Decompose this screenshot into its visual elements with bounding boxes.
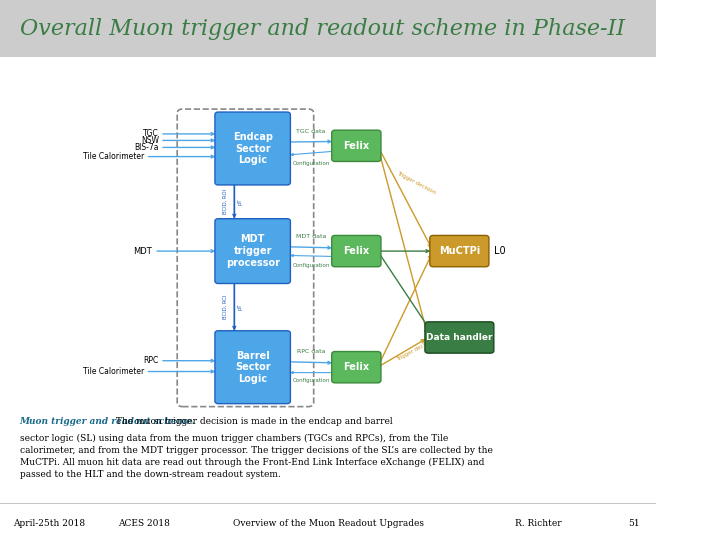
- FancyBboxPatch shape: [215, 219, 290, 284]
- FancyBboxPatch shape: [430, 235, 489, 267]
- Text: MDT
trigger
processor: MDT trigger processor: [225, 234, 279, 268]
- FancyBboxPatch shape: [332, 235, 381, 267]
- FancyBboxPatch shape: [215, 330, 290, 404]
- Text: Configuration: Configuration: [292, 379, 330, 383]
- Text: April-25th 2018: April-25th 2018: [13, 519, 85, 528]
- Text: BCID, ROI: BCID, ROI: [223, 190, 228, 214]
- Text: Felix: Felix: [343, 141, 369, 151]
- Text: Overview of the Muon Readout Upgrades: Overview of the Muon Readout Upgrades: [233, 519, 423, 528]
- Text: ACES 2018: ACES 2018: [118, 519, 171, 528]
- Text: MuCTPi: MuCTPi: [438, 246, 480, 256]
- FancyBboxPatch shape: [332, 352, 381, 383]
- Text: Felix: Felix: [343, 362, 369, 372]
- Text: Felix: Felix: [343, 246, 369, 256]
- Text: Trigger decision: Trigger decision: [396, 170, 436, 195]
- Text: pT: pT: [237, 199, 242, 205]
- Text: Trigger decision: Trigger decision: [396, 338, 436, 362]
- Text: Tile Calorimeter: Tile Calorimeter: [83, 152, 145, 161]
- Text: Configuration: Configuration: [292, 161, 330, 166]
- Text: pT: pT: [237, 304, 242, 310]
- Text: Barrel
Sector
Logic: Barrel Sector Logic: [235, 350, 271, 384]
- Text: Tile Calorimeter: Tile Calorimeter: [83, 367, 145, 376]
- Text: Endcap
Sector
Logic: Endcap Sector Logic: [233, 132, 273, 165]
- FancyBboxPatch shape: [215, 112, 290, 185]
- Text: Muon trigger and readout scheme.: Muon trigger and readout scheme.: [19, 417, 196, 426]
- FancyBboxPatch shape: [425, 322, 494, 353]
- Text: MDT data: MDT data: [296, 234, 326, 239]
- Text: RPC data: RPC data: [297, 349, 325, 354]
- Text: MDT: MDT: [133, 247, 152, 255]
- Text: TGC: TGC: [143, 130, 159, 138]
- Text: R. Richter: R. Richter: [515, 519, 562, 528]
- Text: sector logic (SL) using data from the muon trigger chambers (TGCs and RPCs), fro: sector logic (SL) using data from the mu…: [19, 434, 492, 479]
- Text: BCID, RCI: BCID, RCI: [223, 295, 228, 319]
- Text: Data handler: Data handler: [426, 333, 492, 342]
- Text: L0: L0: [493, 246, 505, 256]
- Text: Configuration: Configuration: [292, 264, 330, 268]
- FancyBboxPatch shape: [332, 130, 381, 161]
- Text: TGC data: TGC data: [297, 130, 325, 134]
- Text: Overall Muon trigger and readout scheme in Phase-II: Overall Muon trigger and readout scheme …: [19, 18, 625, 39]
- Text: BIS-7a: BIS-7a: [135, 143, 159, 152]
- Text: RPC: RPC: [143, 356, 159, 365]
- Text: 51: 51: [629, 519, 640, 528]
- Text: The muon trigger decision is made in the endcap and barrel: The muon trigger decision is made in the…: [113, 417, 392, 426]
- FancyBboxPatch shape: [0, 0, 656, 57]
- Text: NSW: NSW: [141, 136, 159, 145]
